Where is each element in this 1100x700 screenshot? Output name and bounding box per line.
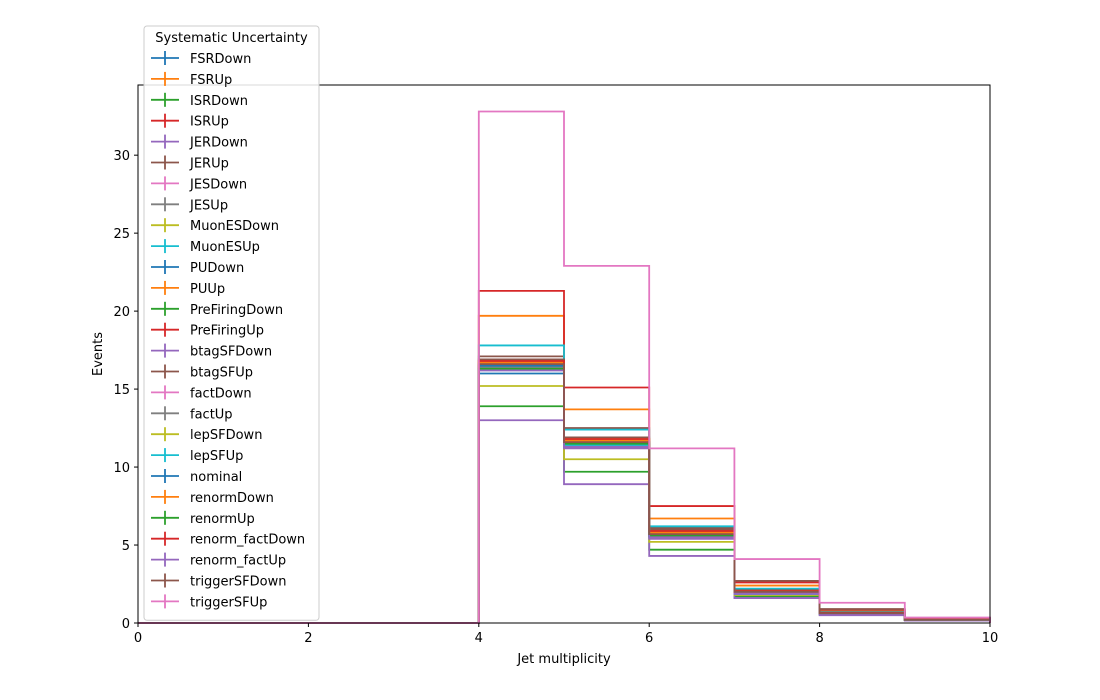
legend-item: PUDown (151, 260, 244, 276)
legend-item: MuonESDown (151, 218, 279, 234)
legend-label: factUp (190, 407, 233, 422)
x-tick-label: 0 (134, 631, 142, 646)
legend-items: FSRDown FSRUp ISRDown ISRUp JERDown JERUp JESD… (151, 51, 305, 610)
legend-label: MuonESDown (190, 219, 279, 234)
legend-item: renormDown (151, 489, 274, 506)
legend-item: ISRUp (151, 113, 229, 130)
legend-label: PUDown (190, 261, 244, 276)
legend-title: Systematic Uncertainty (155, 31, 308, 46)
y-tick-label: 30 (113, 149, 130, 164)
x-tick-label: 6 (645, 631, 653, 646)
legend-label: JERUp (189, 157, 229, 172)
legend-label: MuonESUp (190, 240, 260, 255)
y-tick-label: 20 (113, 305, 130, 320)
legend-box (143, 25, 320, 621)
y-tick-label: 15 (113, 383, 130, 398)
legend-item: triggerSFUp (151, 594, 267, 610)
x-tick-label: 8 (815, 631, 823, 646)
legend-label: nominal (190, 470, 242, 485)
legend-label: lepSFDown (190, 428, 262, 443)
legend-item: renorm_factDown (151, 531, 305, 548)
x-tick-label: 4 (475, 631, 483, 646)
legend-item: lepSFDown (151, 427, 262, 443)
legend-label: FSRUp (190, 73, 232, 88)
legend-label: renorm_factUp (190, 554, 286, 569)
legend-label: FSRDown (190, 52, 251, 67)
legend-item: JERUp (151, 155, 229, 172)
legend-label: triggerSFDown (190, 575, 286, 590)
legend-item: nominal (151, 469, 242, 485)
legend-label: ISRUp (190, 115, 229, 130)
legend-item: MuonESUp (151, 239, 260, 255)
x-axis-ticks: 0 2 4 6 8 10 (134, 623, 998, 646)
legend-label: JESDown (189, 177, 247, 192)
legend-label: PreFiringUp (190, 324, 264, 339)
legend-label: btagSFUp (190, 366, 253, 381)
legend-item: JESDown (151, 176, 247, 192)
legend-label: PUUp (190, 282, 225, 297)
plot-frame (137, 84, 991, 624)
legend-label: renormUp (190, 512, 255, 527)
legend-item: JESUp (151, 197, 228, 213)
legend-label: triggerSFUp (190, 595, 267, 610)
legend-item: btagSFUp (151, 364, 253, 381)
legend-item: JERDown (151, 134, 248, 151)
x-axis-label: Jet multiplicity (516, 652, 611, 667)
legend-item: PreFiringUp (151, 322, 264, 339)
legend-label: JERDown (189, 136, 248, 151)
legend-item: FSRUp (151, 71, 232, 88)
legend-label: renorm_factDown (190, 533, 305, 548)
legend-item: lepSFUp (151, 448, 243, 464)
legend-label: renormDown (190, 491, 274, 506)
legend: Systematic Uncertainty FSRDown FSRUp ISRDo… (143, 25, 320, 621)
y-axis-label: Events (91, 332, 106, 376)
legend-label: lepSFUp (190, 449, 243, 464)
y-tick-label: 5 (122, 539, 130, 554)
y-axis-ticks: 0 5 10 15 20 25 30 (113, 149, 138, 632)
legend-item: btagSFDown (151, 343, 272, 360)
legend-item: triggerSFDown (151, 573, 286, 590)
y-tick-label: 25 (113, 227, 130, 242)
legend-label: factDown (190, 386, 252, 401)
legend-label: PreFiringDown (190, 303, 283, 318)
legend-label: ISRDown (190, 94, 248, 109)
legend-item: factUp (151, 406, 233, 422)
legend-item: FSRDown (151, 51, 251, 67)
y-tick-label: 10 (113, 461, 130, 476)
legend-item: renorm_factUp (151, 552, 286, 569)
legend-item: renormUp (151, 510, 255, 527)
legend-item: PreFiringDown (151, 301, 283, 318)
legend-item: factDown (151, 385, 252, 401)
x-tick-label: 2 (304, 631, 312, 646)
legend-label: JESUp (189, 198, 228, 213)
legend-item: ISRDown (151, 92, 248, 109)
y-tick-label: 0 (122, 617, 130, 632)
x-tick-label: 10 (982, 631, 999, 646)
legend-item: PUUp (151, 280, 225, 297)
legend-label: btagSFDown (190, 345, 272, 360)
